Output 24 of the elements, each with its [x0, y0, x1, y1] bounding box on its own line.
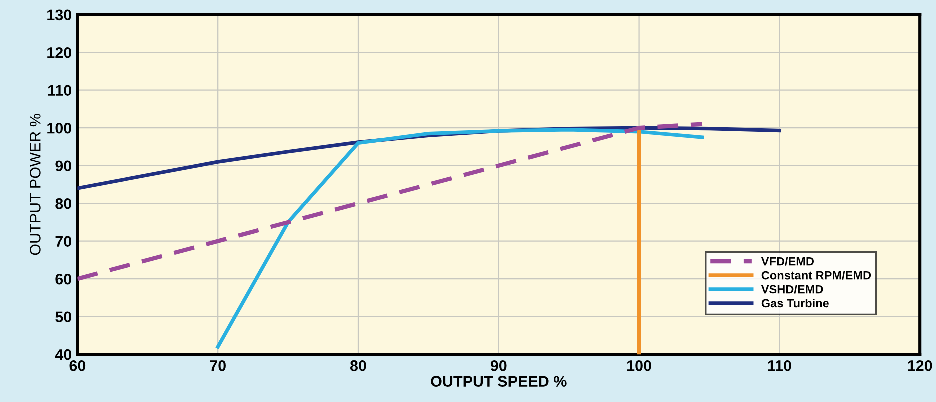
y-tick-label: 110: [48, 85, 72, 96]
x-tick-label: 110: [768, 360, 792, 372]
x-tick-label: 80: [350, 360, 366, 372]
y-tick-label: 130: [48, 10, 72, 21]
y-tick-label: 80: [56, 198, 72, 210]
y-tick-label: 40: [55, 349, 72, 360]
y-tick-label: 100: [48, 122, 72, 134]
legend-label: VSHD/EMD: [761, 285, 824, 294]
x-tick-label: 90: [490, 360, 507, 372]
x-axis-title: OUTPUT SPEED %: [431, 376, 567, 387]
x-tick-label: 70: [210, 360, 226, 372]
legend-label: Gas Turbine: [762, 298, 829, 308]
y-tick-label: 70: [56, 236, 72, 248]
y-tick-label: 60: [56, 274, 72, 285]
x-tick-label: 60: [70, 360, 86, 372]
y-axis-title: OUTPUT POWER %: [30, 114, 41, 256]
legend-label: Constant RPM/EMD: [762, 271, 872, 280]
y-tick-label: 120: [48, 47, 72, 58]
y-tick-label: 50: [56, 312, 72, 323]
y-tick-label: 90: [56, 160, 72, 172]
legend-label: VFD/EMD: [761, 257, 814, 266]
x-tick-label: 100: [628, 360, 652, 372]
x-tick-label: 120: [908, 360, 932, 372]
line-series: [216, 128, 704, 349]
